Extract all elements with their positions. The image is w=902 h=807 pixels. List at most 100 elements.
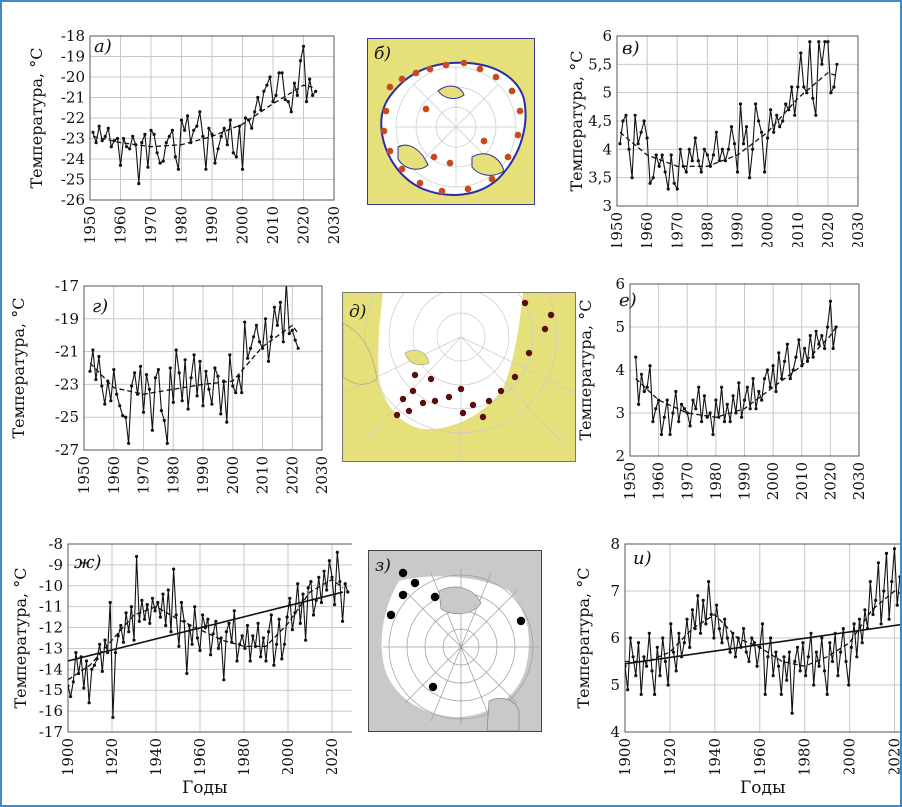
- data-point: [285, 615, 289, 619]
- data-point: [658, 674, 662, 678]
- station-marker: [464, 185, 472, 193]
- data-point: [781, 119, 785, 123]
- data-point: [170, 128, 174, 132]
- data-point: [290, 628, 294, 632]
- data-point: [809, 631, 813, 635]
- y-tick-label: 2: [615, 447, 625, 465]
- data-point: [806, 655, 810, 659]
- station-marker: [516, 107, 524, 115]
- data-point: [195, 636, 199, 640]
- data-point: [209, 653, 213, 657]
- station-marker: [479, 413, 487, 421]
- data-point: [677, 631, 681, 635]
- data-point: [696, 594, 700, 598]
- data-point: [711, 432, 715, 437]
- data-point: [91, 348, 95, 352]
- station-marker: [521, 299, 529, 307]
- data-point: [711, 153, 715, 157]
- data-point: [708, 411, 712, 415]
- data-point: [766, 655, 770, 659]
- y-tick-label: -15: [39, 681, 63, 699]
- data-point: [253, 110, 257, 114]
- data-point: [782, 655, 786, 659]
- data-point: [275, 642, 279, 646]
- data-point: [772, 130, 776, 134]
- data-point: [124, 611, 128, 615]
- station-marker: [525, 349, 533, 357]
- chart-data-layer: [625, 547, 900, 715]
- map-z-svg: з): [369, 551, 541, 731]
- y-tick-label: 6: [602, 27, 612, 45]
- data-point: [232, 609, 236, 613]
- data-point: [234, 155, 238, 159]
- data-point: [633, 113, 637, 117]
- data-point: [684, 170, 688, 174]
- data-point: [256, 95, 260, 100]
- temperature-series-line: [89, 286, 299, 444]
- data-point: [723, 617, 727, 621]
- data-point: [740, 415, 744, 419]
- y-tick-label: 4: [610, 723, 620, 741]
- map-b-label: б): [374, 44, 391, 64]
- data-point: [663, 170, 667, 174]
- data-point: [812, 683, 816, 687]
- y-tick-label: 6: [610, 629, 620, 647]
- data-point: [828, 641, 832, 645]
- data-point: [841, 627, 845, 631]
- station-marker: [398, 75, 406, 83]
- data-point: [802, 85, 806, 89]
- data-point: [112, 368, 116, 372]
- chart-panel-a: -26 -25 -24 -23 -22 -21 -20 -19 -18 1950 1960 1970 1…: [2, 2, 352, 247]
- station-marker: [516, 616, 526, 626]
- data-point: [717, 159, 721, 163]
- chart-panel-e: 2 3 4 5 6 1950 1960 1970 1980 1990 2000 2010 2020 203…: [567, 272, 900, 522]
- x-tick-label: 2000: [279, 738, 297, 774]
- data-point: [630, 176, 634, 180]
- data-point: [814, 650, 818, 654]
- data-point: [835, 62, 839, 66]
- data-point: [748, 176, 752, 180]
- data-point: [335, 550, 339, 554]
- data-point: [252, 335, 256, 339]
- data-point: [833, 631, 837, 635]
- y-tick-label: -19: [61, 48, 85, 66]
- data-point: [103, 638, 107, 642]
- smoothed-trend-line: [635, 326, 837, 418]
- data-point: [820, 62, 824, 66]
- data-point: [159, 409, 163, 413]
- x-tick-label: 1950: [75, 456, 93, 494]
- station-marker: [492, 73, 500, 81]
- data-point: [796, 85, 800, 89]
- x-tick-label: 1960: [638, 212, 656, 247]
- x-tick-label: 1980: [796, 738, 814, 774]
- data-point: [793, 113, 797, 117]
- data-point: [296, 346, 300, 350]
- data-point: [289, 110, 293, 114]
- data-point: [119, 623, 123, 628]
- x-tick-label: 2010: [264, 206, 282, 244]
- station-marker: [428, 682, 438, 692]
- data-point: [198, 110, 202, 114]
- map-z-label: з): [375, 556, 391, 576]
- data-point: [698, 631, 703, 635]
- x-tick-label: 1980: [707, 462, 725, 500]
- y-tick-label: 6: [615, 275, 625, 293]
- chart-g-svg: -27 -25 -23 -21 -19 -17 1950 1960 1970 1980 1990 20…: [9, 277, 331, 494]
- station-marker: [438, 187, 446, 195]
- data-point: [269, 613, 273, 617]
- data-point: [732, 142, 737, 146]
- chart-grid: [83, 285, 323, 451]
- data-point: [647, 631, 651, 635]
- data-point: [240, 634, 244, 638]
- plot-area: [624, 543, 900, 733]
- y-tick-label: -21: [61, 89, 85, 107]
- temperature-series-line: [92, 46, 317, 184]
- data-point: [225, 143, 229, 147]
- chart-panel-g: -27 -25 -23 -21 -19 -17 1950 1960 1970 1980 1990 20…: [2, 272, 352, 522]
- data-point: [677, 420, 681, 424]
- data-point: [708, 164, 712, 168]
- data-point: [855, 655, 859, 659]
- data-point: [311, 93, 315, 97]
- data-point: [779, 692, 783, 696]
- y-tick-label: -21: [55, 343, 79, 361]
